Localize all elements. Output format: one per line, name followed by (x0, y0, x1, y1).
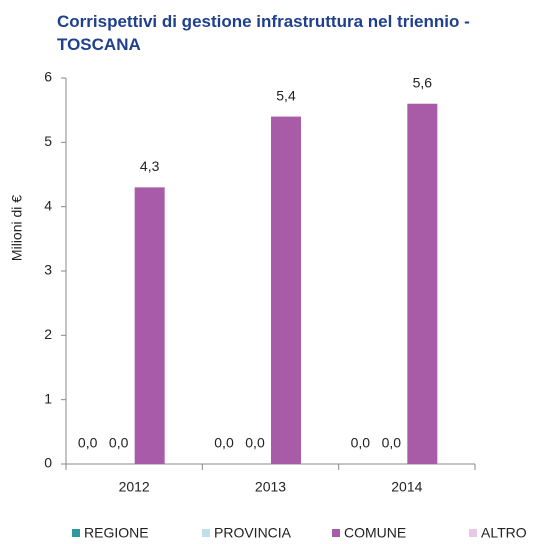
x-tick-label: 2012 (119, 479, 150, 495)
legend-label: COMUNE (344, 525, 406, 541)
y-tick-label: 4 (44, 197, 52, 213)
y-tick-label: 6 (44, 69, 52, 85)
legend-swatch (332, 529, 340, 537)
data-label: 0,0 (214, 435, 234, 451)
legend-swatch (72, 529, 80, 537)
data-label: 0,0 (109, 435, 129, 451)
bar (407, 103, 438, 464)
legend-label: PROVINCIA (214, 525, 292, 541)
data-label: 0,0 (382, 435, 402, 451)
data-label: 0,0 (245, 435, 265, 451)
x-tick-label: 2013 (255, 479, 286, 495)
data-label: 0,0 (78, 435, 98, 451)
y-tick-label: 3 (44, 262, 52, 278)
chart-title: Corrispettivi di gestione infrastruttura… (57, 12, 470, 54)
y-tick-label: 1 (44, 390, 52, 406)
x-tick-label: 2014 (391, 479, 422, 495)
legend-label: ALTRO (481, 525, 527, 541)
bar (134, 187, 165, 464)
data-label: 5,6 (413, 74, 433, 90)
data-label: 5,4 (276, 87, 296, 103)
data-label: 4,3 (140, 158, 160, 174)
y-tick-label: 2 (44, 326, 52, 342)
legend-swatch (202, 529, 210, 537)
legend-swatch (469, 529, 477, 537)
bar (271, 116, 301, 464)
legend-label: REGIONE (84, 525, 149, 541)
y-tick-label: 0 (44, 455, 52, 471)
y-axis-label: Milioni di € (9, 195, 25, 261)
data-label: 0,0 (351, 435, 371, 451)
y-tick-label: 5 (44, 133, 52, 149)
